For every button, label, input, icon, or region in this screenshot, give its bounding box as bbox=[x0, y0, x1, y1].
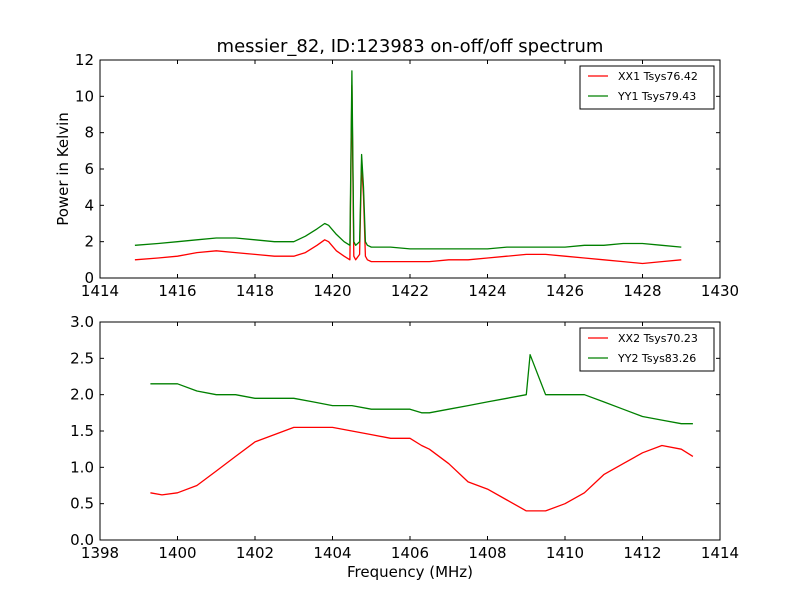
top-x-tick-label: 1420 bbox=[313, 282, 351, 300]
top-y-tick-label: 4 bbox=[84, 196, 94, 214]
bottom-y-tick-label: 2.5 bbox=[70, 349, 94, 367]
bottom-x-tick-label: 1400 bbox=[158, 544, 196, 562]
top-x-tick-label: 1428 bbox=[623, 282, 661, 300]
bottom-legend-label-yy2: YY2 Tsys83.26 bbox=[617, 352, 696, 365]
top-ticks-group: 1414 1416 1418 1420 1422 1424 1426 1428 1430 0 2 4 6… bbox=[75, 51, 739, 300]
bottom-y-tick-label: 0.0 bbox=[70, 531, 94, 549]
bottom-x-axis-label: Frequency (MHz) bbox=[347, 563, 473, 581]
top-series-line-1 bbox=[134, 70, 682, 250]
bottom-x-tick-label: 1404 bbox=[313, 544, 351, 562]
bottom-legend: XX2 Tsys70.23 YY2 Tsys83.26 bbox=[579, 327, 715, 372]
bottom-legend-label-xx2: XX2 Tsys70.23 bbox=[618, 332, 698, 345]
bottom-x-tick-label: 1406 bbox=[391, 544, 429, 562]
top-x-tick-label: 1426 bbox=[546, 282, 584, 300]
top-x-tick-label: 1418 bbox=[236, 282, 274, 300]
bottom-legend-frame bbox=[579, 327, 715, 372]
top-x-tick-label: 1416 bbox=[158, 282, 196, 300]
bottom-y-tick-label: 1.5 bbox=[70, 422, 94, 440]
bottom-y-tick-label: 3.0 bbox=[70, 313, 94, 331]
top-legend-label-xx1: XX1 Tsys76.42 bbox=[618, 70, 698, 83]
bottom-x-tick-label: 1410 bbox=[546, 544, 584, 562]
bottom-panel: 1398 1400 1402 1404 1406 1408 1410 1412 1414 0.0 0… bbox=[70, 313, 739, 581]
bottom-y-tick-label: 2.0 bbox=[70, 386, 94, 404]
top-y-tick-label: 6 bbox=[84, 160, 94, 178]
top-y-tick-label: 10 bbox=[75, 87, 94, 105]
top-legend-label-yy1: YY1 Tsys79.43 bbox=[617, 90, 696, 103]
bottom-series-line-0 bbox=[150, 426, 694, 512]
top-legend-frame bbox=[579, 65, 715, 110]
top-series-group bbox=[134, 70, 682, 265]
chart-title: messier_82, ID:123983 on-off/off spectru… bbox=[217, 36, 604, 57]
bottom-x-tick-label: 1412 bbox=[623, 544, 661, 562]
top-y-tick-label: 2 bbox=[84, 233, 94, 251]
bottom-ticks-group: 1398 1400 1402 1404 1406 1408 1410 1412 1414 0.0 0… bbox=[70, 313, 739, 562]
bottom-x-tick-label: 1414 bbox=[701, 544, 739, 562]
top-y-tick-label: 8 bbox=[84, 124, 94, 142]
bottom-series-line-1 bbox=[150, 354, 693, 425]
top-y-tick-label: 0 bbox=[84, 269, 94, 287]
bottom-y-tick-label: 1.0 bbox=[70, 458, 94, 476]
bottom-x-tick-label: 1398 bbox=[81, 544, 119, 562]
top-y-tick-label: 12 bbox=[75, 51, 94, 69]
top-y-axis-label: Power in Kelvin bbox=[54, 112, 72, 226]
top-x-tick-label: 1430 bbox=[701, 282, 739, 300]
top-panel: 1414 1416 1418 1420 1422 1424 1426 1428 1430 0 2 4 6… bbox=[54, 51, 739, 300]
bottom-x-tick-label: 1402 bbox=[236, 544, 274, 562]
top-x-tick-label: 1424 bbox=[468, 282, 506, 300]
top-x-tick-label: 1422 bbox=[391, 282, 429, 300]
top-x-tick-label: 1414 bbox=[81, 282, 119, 300]
bottom-y-tick-label: 0.5 bbox=[70, 495, 94, 513]
top-legend: XX1 Tsys76.42 YY1 Tsys79.43 bbox=[579, 65, 715, 110]
bottom-series-group bbox=[150, 354, 694, 512]
bottom-x-tick-label: 1408 bbox=[468, 544, 506, 562]
